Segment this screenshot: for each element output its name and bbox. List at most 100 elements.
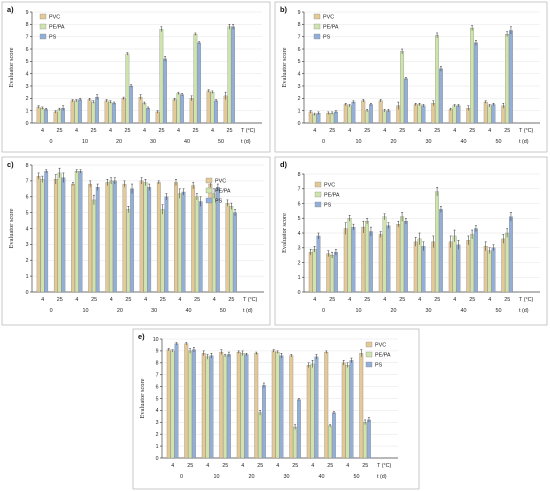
bar-pvc xyxy=(70,100,75,124)
bar-pe-pa xyxy=(382,216,387,293)
bar-pvc xyxy=(236,351,241,459)
y-tick-label: 3 xyxy=(156,420,159,426)
bar-pe-pa xyxy=(57,109,62,124)
y-tick-label: 4 xyxy=(156,408,159,414)
temperature-axis-label: T (°C) xyxy=(377,463,392,469)
bar-pe-pa xyxy=(74,171,79,293)
y-tick-label: 1 xyxy=(298,108,301,114)
x-time-label: 50 xyxy=(354,474,360,480)
bar-ps xyxy=(439,68,443,124)
y-tick-label: 7 xyxy=(26,34,29,40)
bar-pvc xyxy=(139,180,144,293)
x-temperature-label: 4 xyxy=(109,128,112,134)
y-tick-label: 8 xyxy=(26,163,29,169)
y-tick-label: 3 xyxy=(298,246,301,252)
bar-ps xyxy=(297,399,301,459)
x-temperature-label: 4 xyxy=(488,297,491,303)
bar-pe-pa xyxy=(212,193,216,293)
bar-pe-pa xyxy=(125,53,130,124)
x-time-label: 20 xyxy=(391,139,397,145)
bar-ps xyxy=(146,108,150,124)
bar-pe-pa xyxy=(74,100,79,124)
y-tick-label: 0 xyxy=(298,121,301,127)
y-tick-label: 0 xyxy=(156,456,159,462)
bar-ps xyxy=(180,94,184,124)
x-temperature-label: 25 xyxy=(469,128,475,134)
bar-pvc xyxy=(343,228,348,293)
y-tick-label: 10 xyxy=(153,337,159,343)
bar-pe-pa xyxy=(275,351,280,459)
x-time-label: 30 xyxy=(150,139,156,145)
bar-ps xyxy=(349,360,354,459)
bar-pvc xyxy=(104,100,109,124)
x-time-label: 10 xyxy=(356,139,362,145)
bar-pvc xyxy=(326,253,331,293)
bar-ps xyxy=(491,247,496,293)
bar-ps xyxy=(44,171,49,293)
y-tick-label: 1 xyxy=(298,275,301,281)
x-temperature-label: 4 xyxy=(178,297,181,303)
bar-pvc xyxy=(71,183,75,293)
x-temperature-label: 25 xyxy=(362,463,368,469)
y-tick-label: 7 xyxy=(26,179,29,185)
bar-pvc xyxy=(396,223,401,293)
y-tick-label: 2 xyxy=(298,260,301,266)
panel-label: c) xyxy=(7,160,14,169)
bar-pvc xyxy=(289,355,294,459)
x-time-label: 20 xyxy=(116,139,122,145)
x-temperature-label: 25 xyxy=(327,463,333,469)
bar-pe-pa xyxy=(92,199,96,293)
bar-pvc xyxy=(254,353,259,459)
x-temperature-label: 25 xyxy=(469,297,475,303)
bar-pvc xyxy=(53,179,58,293)
x-time-label: 40 xyxy=(319,474,325,480)
bar-pe-pa xyxy=(188,350,193,459)
x-time-label: 10 xyxy=(82,139,88,145)
x-temperature-label: 4 xyxy=(348,297,351,303)
bar-pvc xyxy=(431,241,436,293)
y-tick-label: 0 xyxy=(26,121,29,127)
bar-pvc xyxy=(191,185,196,293)
legend-swatch xyxy=(39,33,47,40)
x-temperature-label: 25 xyxy=(364,297,370,303)
bar-pe-pa xyxy=(487,250,492,293)
bar-ps xyxy=(262,385,266,459)
x-temperature-label: 25 xyxy=(222,463,228,469)
bar-ps xyxy=(209,355,214,459)
legend-swatch xyxy=(365,361,373,368)
bar-ps xyxy=(386,110,391,124)
bar-ps xyxy=(44,109,48,124)
bar-pvc xyxy=(466,240,471,293)
legend-label: PS xyxy=(215,199,223,205)
x-time-label: 10 xyxy=(356,308,362,314)
x-temperature-label: 4 xyxy=(313,297,316,303)
y-tick-label: 7 xyxy=(298,187,301,193)
bar-pe-pa xyxy=(193,34,198,124)
legend-swatch xyxy=(313,13,321,20)
bar-pvc xyxy=(223,95,228,124)
legend-swatch xyxy=(205,187,213,194)
bar-ps xyxy=(404,221,408,293)
bar-pe-pa xyxy=(170,350,175,459)
x-temperature-label: 25 xyxy=(504,297,510,303)
bar-pe-pa xyxy=(293,426,298,459)
x-temperature-label: 4 xyxy=(41,297,44,303)
x-time-label: 40 xyxy=(184,139,190,145)
bar-pvc xyxy=(201,353,206,459)
bar-ps xyxy=(369,231,373,293)
bar-pvc xyxy=(378,234,383,293)
bar-pe-pa xyxy=(417,238,422,293)
x-temperature-label: 25 xyxy=(160,297,166,303)
x-temperature-label: 4 xyxy=(241,463,244,469)
bar-pvc xyxy=(341,362,346,459)
y-tick-label: 2 xyxy=(298,96,301,102)
bar-pe-pa xyxy=(108,101,113,124)
bar-pe-pa xyxy=(312,114,317,124)
x-temperature-label: 25 xyxy=(504,128,510,134)
legend-label: PVC xyxy=(49,15,60,21)
bar-ps xyxy=(163,58,167,124)
x-time-label: 50 xyxy=(496,139,502,145)
bar-pe-pa xyxy=(205,356,210,459)
legend-label: PVC xyxy=(215,179,226,185)
